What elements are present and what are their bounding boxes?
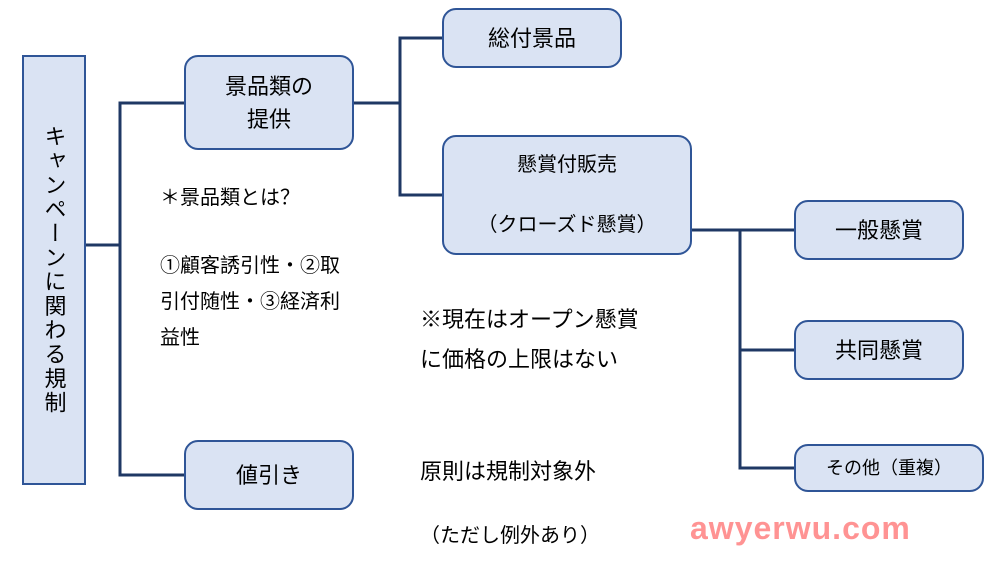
note-discount-exception: （ただし例外あり） <box>420 518 600 554</box>
note-discount-principle: 原則は規制対象外 <box>420 452 596 492</box>
edge-kensho-kyodo <box>692 230 794 350</box>
sonota-label: その他（重複） <box>826 455 952 482</box>
kensho-label: 懸賞付販売（クローズド懸賞） <box>478 150 657 240</box>
discount-label: 値引き <box>236 459 302 492</box>
root-node: キャンペーンに関わる規制 <box>22 55 86 485</box>
prizes-node: 景品類の提供 <box>184 55 354 150</box>
note-prizes-def-q: ＊景品類とは？ <box>160 180 300 216</box>
kyodo-label: 共同懸賞 <box>835 334 923 367</box>
ippan-node: 一般懸賞 <box>794 200 964 260</box>
sonota-node: その他（重複） <box>794 444 984 492</box>
watermark: awyerwu.com <box>690 510 911 547</box>
edge-prizes-kensho <box>354 103 442 195</box>
discount-node: 値引き <box>184 440 354 510</box>
edge-prizes-soufu <box>354 38 442 103</box>
prizes-label: 景品類の提供 <box>225 70 313 136</box>
edge-root-prizes <box>86 103 184 245</box>
soufu-node: 総付景品 <box>442 8 622 68</box>
ippan-label: 一般懸賞 <box>835 214 923 247</box>
root-label: キャンペーンに関わる規制 <box>38 125 71 415</box>
kyodo-node: 共同懸賞 <box>794 320 964 380</box>
kensho-node: 懸賞付販売（クローズド懸賞） <box>442 135 692 255</box>
note-prizes-def-list: ①顧客誘引性・②取引付随性・③経済利益性 <box>160 248 340 356</box>
soufu-label: 総付景品 <box>488 22 576 55</box>
edge-kensho-sonota <box>692 230 794 468</box>
note-open-kensho: ※現在はオープン懸賞に価格の上限はない <box>420 300 639 379</box>
